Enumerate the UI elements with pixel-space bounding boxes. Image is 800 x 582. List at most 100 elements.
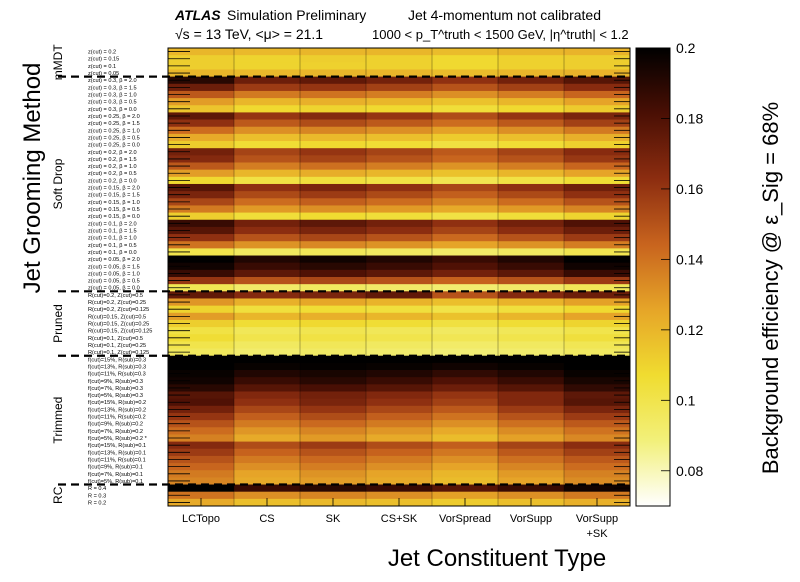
heatmap-cell xyxy=(498,277,565,285)
heatmap-cell xyxy=(168,327,235,335)
heatmap-cell xyxy=(366,470,433,478)
heatmap-cell xyxy=(234,55,301,63)
heatmap-cell xyxy=(300,90,367,99)
heatmap-cell xyxy=(300,355,367,364)
heatmap-cell xyxy=(234,241,301,249)
heatmap-cell xyxy=(564,234,631,242)
row-label: f(cut)=5%, R(sub)=0.3 xyxy=(88,393,143,399)
heatmap-cell xyxy=(498,255,565,264)
heatmap-cell xyxy=(300,334,367,342)
heatmap-cell xyxy=(498,319,565,328)
heatmap-cell xyxy=(498,141,565,149)
heatmap-cell xyxy=(234,455,301,464)
heatmap-cell xyxy=(168,198,235,206)
heatmap-cell xyxy=(300,126,367,135)
heatmap-cell xyxy=(300,427,367,435)
heatmap-cell xyxy=(168,362,235,371)
heatmap-cell xyxy=(432,112,499,120)
colorbar-tick-label: 0.18 xyxy=(676,110,703,126)
heatmap-cell xyxy=(432,284,499,292)
heatmap-cell xyxy=(168,48,235,56)
heatmap-cell xyxy=(168,277,235,285)
heatmap-cell xyxy=(168,212,235,221)
heatmap-cell xyxy=(498,48,565,56)
heatmap-cell xyxy=(432,191,499,199)
heatmap-cell xyxy=(564,455,631,464)
heatmap-cell xyxy=(366,255,433,264)
heatmap-cell xyxy=(234,262,301,271)
heatmap-cell xyxy=(366,262,433,271)
heatmap-cell xyxy=(366,277,433,285)
heatmap-cell xyxy=(234,362,301,371)
heatmap-cell xyxy=(234,226,301,235)
heatmap-cell xyxy=(300,176,367,185)
heatmap-cell xyxy=(234,370,301,378)
row-label: z(cut) = 0.1, β = 0.0 xyxy=(88,250,137,256)
heatmap-cell xyxy=(432,341,499,349)
heatmap-cell xyxy=(564,105,631,113)
heatmap-cell xyxy=(300,69,367,78)
heatmap-cell xyxy=(498,183,565,192)
heatmap-cell xyxy=(498,477,565,485)
heatmap-cell xyxy=(168,448,235,457)
heatmap-cell xyxy=(564,55,631,63)
heatmap-cell xyxy=(366,105,433,113)
heatmap-cell xyxy=(432,312,499,321)
heatmap-cell xyxy=(498,470,565,478)
heatmap-cell xyxy=(498,262,565,271)
heatmap-cell xyxy=(432,391,499,400)
heatmap-cell xyxy=(234,133,301,142)
heatmap-cell xyxy=(234,427,301,435)
row-label: z(cut) = 0.05, β = 0.5 xyxy=(88,279,140,285)
heatmap-cell xyxy=(168,148,235,156)
heatmap-cell xyxy=(432,277,499,285)
heatmap-cell xyxy=(564,477,631,485)
heatmap-cell xyxy=(564,212,631,221)
y-axis-title: Jet Grooming Method xyxy=(19,63,46,294)
heatmap-cell xyxy=(564,319,631,328)
heatmap-cell xyxy=(366,226,433,235)
heatmap-cell xyxy=(498,463,565,471)
heatmap-cell xyxy=(366,441,433,450)
colorbar-tick-label: 0.08 xyxy=(676,463,703,479)
heatmap-cell xyxy=(432,334,499,342)
heatmap-cell xyxy=(564,176,631,185)
heatmap-cell xyxy=(168,112,235,120)
row-label: z(cut) = 0.1 xyxy=(88,64,116,70)
heatmap-cell xyxy=(168,69,235,78)
column-label: VorSupp xyxy=(576,513,618,525)
row-label: z(cut) = 0.05, β = 2.0 xyxy=(88,257,140,263)
heatmap-cell xyxy=(300,391,367,400)
heatmap-cell xyxy=(498,226,565,235)
heatmap-cell xyxy=(564,305,631,314)
row-label: f(cut)=13%, R(sub)=0.2 xyxy=(88,407,146,413)
heatmap-cell xyxy=(366,248,433,256)
heatmap-cell xyxy=(498,398,565,407)
heatmap-cell xyxy=(498,348,565,357)
heatmap-cell xyxy=(300,477,367,485)
heatmap-cell xyxy=(168,484,235,493)
heatmap-cell xyxy=(498,155,565,163)
row-ticks xyxy=(168,51,630,503)
row-label: R(cut)=0.2, Z(cut)=0.25 xyxy=(88,300,146,306)
heatmap-cell xyxy=(498,312,565,321)
heatmap-cell xyxy=(366,198,433,206)
heatmap-cell xyxy=(168,176,235,185)
heatmap-cell xyxy=(366,148,433,156)
heatmap-cell xyxy=(498,241,565,249)
row-label: z(cut) = 0.05, β = 1.5 xyxy=(88,264,140,270)
heatmap-cell xyxy=(168,119,235,128)
heatmap-cell xyxy=(234,319,301,328)
heatmap-cell xyxy=(498,305,565,314)
heatmap-cell xyxy=(432,269,499,278)
heatmap-cell xyxy=(300,198,367,206)
x-axis-title: Jet Constituent Type xyxy=(388,545,606,572)
heatmap-cell xyxy=(234,141,301,149)
row-label: z(cut) = 0.3, β = 2.0 xyxy=(88,78,137,84)
row-label: z(cut) = 0.15, β = 1.5 xyxy=(88,193,140,199)
heatmap-cell xyxy=(234,484,301,493)
heatmap-cell xyxy=(498,55,565,63)
heatmap-cell xyxy=(432,384,499,392)
heatmap-cell xyxy=(168,105,235,113)
heatmap-cell xyxy=(564,341,631,349)
